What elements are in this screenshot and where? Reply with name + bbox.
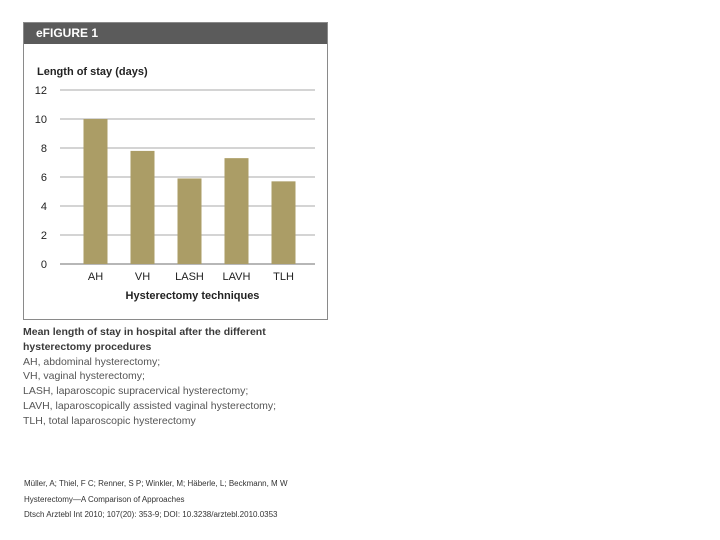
bar-ah [83,119,108,264]
y-tick-label: 10 [35,114,47,126]
figure-label: eFIGURE 1 [24,23,327,44]
bar-tlh [271,181,296,264]
bar-lavh [224,158,249,264]
caption-abbreviation: AH, abdominal hysterectomy; [23,355,161,368]
x-tick-label: AH [88,271,103,283]
bar-chart: 0 2 4 6 8 10 12 AH VH LASH LAVH TLH Hysterectomy tec… [35,85,315,302]
caption-title-line: hysterectomy procedures [23,340,152,353]
figure-panel: eFIGURE 1 Length of stay (days) 0 2 4 6 8 10 1… [23,22,328,320]
caption-abbreviation: TLH, total laparoscopic hysterectomy [23,414,196,427]
caption-abbreviation: VH, vaginal hysterectomy; [23,370,145,383]
figure-caption: Mean length of stay in hospital after th… [23,325,323,429]
caption-title-line: Mean length of stay in hospital after th… [23,326,266,338]
source-citation: Müller, A; Thiel, F C; Renner, S P; Wink… [24,476,288,523]
x-tick-label: VH [135,271,150,283]
y-tick-label: 8 [41,143,47,155]
y-tick-label: 4 [41,201,47,213]
y-axis-title: Length of stay (days) [37,66,148,78]
x-axis-title: Hysterectomy techniques [126,290,260,302]
y-tick-label: 0 [41,259,47,271]
x-tick-label: TLH [273,271,294,283]
x-tick-label: LASH [175,271,204,283]
x-tick-label: LAVH [223,271,251,283]
caption-abbreviation: LAVH, laparoscopically assisted vaginal … [23,399,277,412]
y-tick-label: 12 [35,85,47,97]
y-tick-label: 2 [41,230,47,242]
source-authors: Müller, A; Thiel, F C; Renner, S P; Wink… [24,479,288,488]
y-tick-label: 6 [41,172,47,184]
source-title: Hysterectomy—A Comparison of Approaches [24,494,185,504]
bar-vh [130,150,155,264]
source-reference: Dtsch Arztebl Int 2010; 107(20): 353-9; … [24,510,278,519]
bar-lash [177,178,202,264]
caption-abbreviation: LASH, laparoscopic supracervical hystere… [23,385,249,398]
